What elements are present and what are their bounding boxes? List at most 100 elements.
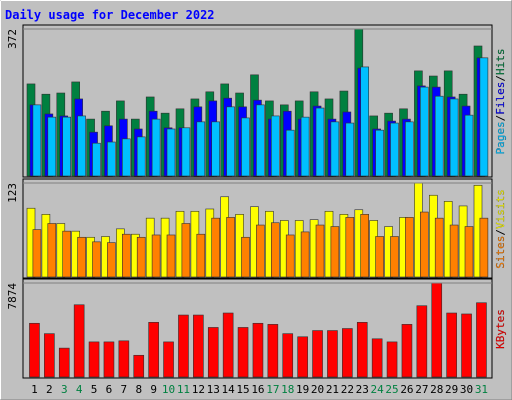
bar [390, 236, 399, 278]
bar [166, 128, 176, 177]
bar [226, 217, 235, 278]
bar [151, 118, 161, 177]
x-tick-label: 29 [445, 383, 458, 396]
legend-entry: Sites [494, 236, 507, 269]
bar [386, 341, 398, 378]
x-tick-label: 30 [460, 383, 473, 396]
bar [464, 114, 474, 177]
bar [73, 304, 85, 378]
bar [211, 121, 220, 177]
bar [345, 122, 355, 177]
y-axis-label: Pages/Files/Hits [494, 49, 507, 155]
bar [285, 234, 295, 278]
bar [315, 107, 325, 177]
bar [77, 115, 86, 177]
bar [401, 324, 413, 378]
bar [47, 116, 57, 177]
x-tick-label: 18 [281, 383, 294, 396]
bar [297, 336, 308, 378]
legend-entry: Visits [494, 189, 507, 229]
bar [62, 230, 72, 278]
x-tick-label: 5 [91, 383, 98, 396]
bar [312, 330, 323, 378]
bar [148, 322, 159, 378]
bar [446, 312, 457, 378]
bar [449, 224, 459, 278]
bar [431, 282, 443, 378]
bar [330, 226, 340, 278]
bar [371, 338, 383, 378]
bar [479, 57, 489, 177]
bar [270, 222, 280, 278]
y-tick-label: 123 [6, 183, 19, 203]
bar [29, 322, 40, 378]
bar [356, 322, 368, 378]
bar [226, 106, 235, 177]
bar [32, 104, 42, 177]
bar [256, 224, 265, 278]
bar [207, 327, 219, 378]
x-tick-label: 17 [266, 383, 279, 396]
bar [434, 217, 444, 278]
x-tick-label: 28 [430, 383, 443, 396]
bar [181, 127, 191, 177]
x-tick-label: 20 [311, 383, 324, 396]
bar [237, 327, 249, 378]
bar [449, 98, 459, 177]
bar [136, 236, 146, 278]
bar [181, 223, 191, 278]
y-axis-label: Sites/Visits [494, 189, 507, 269]
bar [196, 233, 206, 278]
x-tick-label: 13 [207, 383, 220, 396]
bar [44, 333, 55, 378]
separator: / [494, 229, 507, 236]
bar [252, 322, 264, 378]
bar [92, 241, 101, 278]
bar [118, 340, 130, 378]
bar [375, 129, 384, 177]
bar [122, 233, 131, 278]
bar [330, 121, 340, 177]
separator: / [494, 115, 507, 122]
bar [315, 224, 325, 278]
bar [419, 86, 429, 177]
x-tick-label: 12 [192, 383, 205, 396]
separator: / [494, 75, 507, 82]
bar [270, 115, 280, 177]
x-tick-label: 31 [475, 383, 488, 396]
bar [405, 217, 414, 278]
bar [133, 354, 145, 378]
bar [461, 313, 472, 378]
x-tick-label: 15 [236, 383, 249, 396]
y-tick-label: 7874 [6, 283, 19, 310]
bar [47, 223, 57, 278]
bar [434, 95, 444, 177]
bar [103, 341, 115, 378]
bar [241, 236, 250, 278]
bar [300, 231, 310, 278]
x-tick-label: 8 [135, 383, 142, 396]
bar [375, 236, 384, 278]
bar [32, 229, 42, 278]
bar [222, 312, 234, 378]
bar [360, 66, 370, 177]
bar [62, 116, 72, 177]
bar [151, 234, 161, 278]
bar [92, 142, 101, 177]
bar [58, 347, 70, 378]
x-tick-label: 19 [296, 383, 309, 396]
bar [267, 324, 279, 378]
x-tick-label: 10 [162, 383, 175, 396]
bar [166, 234, 176, 278]
x-tick-label: 23 [356, 383, 369, 396]
bar [405, 121, 414, 177]
x-tick-label: 21 [326, 383, 339, 396]
chart-title: Daily usage for December 2022 [5, 8, 215, 22]
bar [136, 136, 146, 177]
y-tick-label: 372 [6, 29, 19, 49]
bar [211, 217, 220, 278]
bar [345, 217, 355, 278]
bar [285, 129, 295, 177]
y-axis-label: KBytes [494, 309, 507, 349]
